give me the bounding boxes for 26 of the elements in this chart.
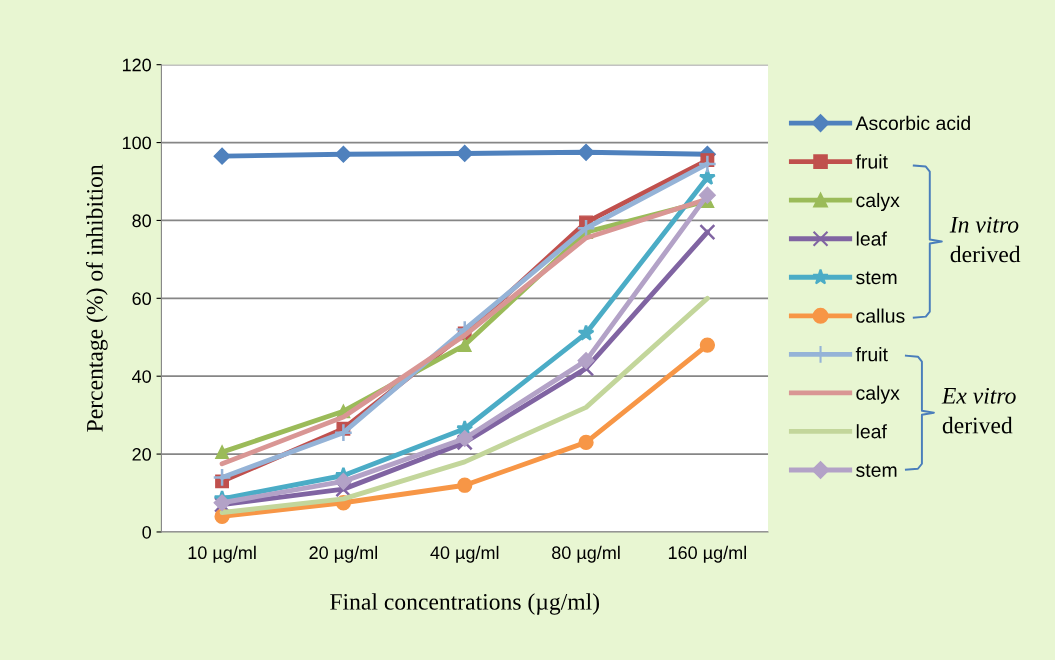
legend-label: leaf xyxy=(856,424,887,439)
legend-label: calyx xyxy=(856,192,900,212)
y-tick-label: 120 xyxy=(122,58,151,72)
legend-label: fruit xyxy=(855,154,888,169)
y-axis-title: Percentage (%) of inhibition xyxy=(85,164,108,432)
y-tick-label: 20 xyxy=(132,448,151,461)
x-tick-label: 40 µg/ml xyxy=(430,545,499,563)
legend-label: stem xyxy=(856,464,897,477)
legend-label: calyx xyxy=(856,385,900,404)
x-tick-label: 160 µg/ml xyxy=(668,545,746,563)
legend-label: callus xyxy=(856,308,905,323)
y-tick-label: 0 xyxy=(142,525,151,539)
y-tick-label: 40 xyxy=(132,370,151,383)
x-tick-label: 20 µg/ml xyxy=(309,545,377,563)
y-tick-label: 60 xyxy=(132,292,151,306)
x-tick-label: 80 µg/ml xyxy=(552,545,620,563)
x-axis-title: Final concentrations (µg/ml) xyxy=(330,593,600,615)
y-tick-label: 80 xyxy=(132,214,151,228)
legend-label: stem xyxy=(856,271,897,285)
x-tick-label: 10 µg/ml xyxy=(188,545,256,563)
y-tick-label: 100 xyxy=(122,136,151,150)
legend-label: leaf xyxy=(856,231,887,246)
text: In vitro derived xyxy=(949,216,1021,263)
legend-label: Ascorbic acid xyxy=(855,115,970,131)
text: Ex vitro derived xyxy=(941,387,1016,434)
legend-label: fruit xyxy=(855,347,888,362)
